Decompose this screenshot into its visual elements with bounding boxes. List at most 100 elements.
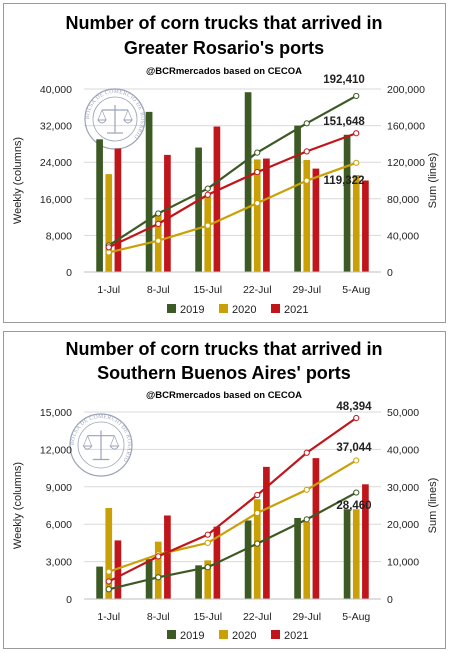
chart-title-line: Greater Rosario's ports	[124, 38, 324, 58]
chart-title-line: Number of corn trucks that arrived in	[65, 13, 382, 33]
point-2020	[105, 249, 112, 256]
point-2021	[204, 191, 211, 198]
point-2019	[204, 185, 211, 192]
end-value-label: 37,044	[336, 442, 372, 454]
end-value-label: 192,410	[323, 74, 365, 86]
greater-rosario-chart: Number of corn trucks that arrived in Gre…	[12, 13, 439, 316]
bar-2020	[204, 196, 212, 272]
logo-inner-ring	[77, 421, 125, 469]
y2-tick-label: 200,000	[387, 84, 425, 96]
y-tick-label: 32,000	[40, 121, 72, 133]
y2-tick-label: 20,000	[387, 519, 419, 531]
point-2021	[105, 244, 112, 251]
bar-2019	[96, 566, 103, 599]
y2-tick-label: 50,000	[387, 407, 419, 419]
chart-title-line: Southern Buenos Aires' ports	[97, 363, 351, 383]
x-tick-label: 8-Jul	[147, 611, 170, 623]
x-tick-label: 15-Jul	[193, 284, 222, 296]
line-2019	[108, 94, 357, 247]
x-tick-label: 22-Jul	[243, 611, 272, 623]
y2-axis-title: Sum (lines)	[427, 153, 439, 209]
end-value-label: 48,394	[336, 401, 372, 413]
point-2019	[353, 92, 360, 100]
x-tick-label: 15-Jul	[193, 611, 222, 623]
chart-subtitle: @BCRmercados based on CECOA	[146, 66, 302, 77]
y-tick-label: 3,000	[46, 557, 72, 569]
legend-swatch-2020	[219, 304, 228, 313]
end-value-label: 119,322	[324, 175, 365, 187]
point-2019	[155, 574, 162, 581]
bar-2021	[362, 484, 369, 599]
legend-label-2020: 2020	[232, 630, 256, 642]
point-2020	[204, 539, 211, 546]
point-2021	[353, 414, 360, 422]
bar-2020	[105, 174, 113, 272]
point-2019	[353, 489, 360, 496]
legend-swatch-2021	[271, 630, 280, 639]
legend-swatch-2020	[219, 630, 228, 639]
legend-label-2021: 2021	[284, 630, 308, 642]
bar-2021	[263, 466, 270, 599]
bar-2021	[312, 458, 320, 599]
y2-tick-label: 120,000	[387, 157, 425, 169]
point-2019	[155, 210, 162, 217]
logo-outer-ring	[69, 413, 133, 477]
x-tick-label: 5-Aug	[342, 611, 370, 623]
x-tick-label: 8-Jul	[147, 284, 170, 296]
y-tick-label: 15,000	[40, 407, 72, 419]
x-tick-label: 5-Aug	[342, 284, 370, 296]
bar-2019	[145, 111, 153, 272]
legend-label-2021: 2021	[284, 304, 308, 316]
point-2020	[303, 177, 310, 184]
bar-2020	[303, 159, 311, 272]
bar-2019	[195, 565, 202, 599]
y-axis-title: Weekly (columns)	[12, 137, 24, 224]
bar-2021	[164, 154, 171, 272]
point-2020	[155, 237, 162, 244]
point-2019	[303, 516, 310, 523]
bar-2019	[244, 92, 252, 272]
end-value-label: 151,648	[323, 116, 365, 128]
x-tick-label: 1-Jul	[97, 284, 120, 296]
x-tick-label: 29-Jul	[292, 284, 321, 296]
bar-2021	[114, 540, 122, 599]
point-2020	[105, 568, 112, 575]
line-2019	[108, 491, 357, 591]
chart-title-line: Number of corn trucks that arrived in	[65, 339, 382, 359]
y-axis-title: Weekly (columns)	[12, 462, 24, 549]
point-2020	[353, 159, 360, 166]
legend-label-2020: 2020	[232, 304, 256, 316]
bar-2021	[164, 515, 171, 599]
point-2020	[353, 457, 360, 464]
line-2020	[108, 459, 357, 573]
bar-2019	[343, 134, 351, 272]
y-tick-label: 8,000	[46, 230, 72, 242]
bar-2019	[244, 520, 252, 599]
bar-2020	[253, 159, 261, 272]
bcr-logo-seal: BOLSA DE COMERCIO DE ROSARIO	[69, 413, 133, 477]
bar-2020	[105, 507, 113, 599]
line-2021	[108, 417, 357, 583]
bar-2019	[96, 139, 103, 272]
point-2020	[254, 200, 261, 207]
bar-2021	[213, 126, 221, 272]
bar-2019	[195, 147, 202, 272]
y2-tick-label: 0	[387, 267, 393, 279]
point-2021	[303, 449, 310, 456]
bar-2019	[343, 509, 351, 599]
point-2020	[204, 222, 211, 229]
bar-2020	[204, 560, 212, 599]
southern-buenos-aires-chart-panel: Number of corn trucks that arrived in Sou…	[3, 331, 446, 649]
bar-2020	[303, 521, 311, 599]
point-2020	[303, 486, 310, 493]
greater-rosario-chart-panel: Number of corn trucks that arrived in Gre…	[3, 3, 446, 323]
bar-2019	[294, 125, 301, 272]
bar-2021	[114, 148, 122, 272]
y2-tick-label: 80,000	[387, 194, 419, 206]
point-2021	[254, 168, 261, 176]
point-2021	[303, 148, 310, 155]
end-value-label: 28,460	[336, 500, 371, 512]
bar-2021	[263, 158, 270, 272]
y-tick-label: 24,000	[40, 157, 72, 169]
logo-scales-pans	[82, 445, 120, 450]
